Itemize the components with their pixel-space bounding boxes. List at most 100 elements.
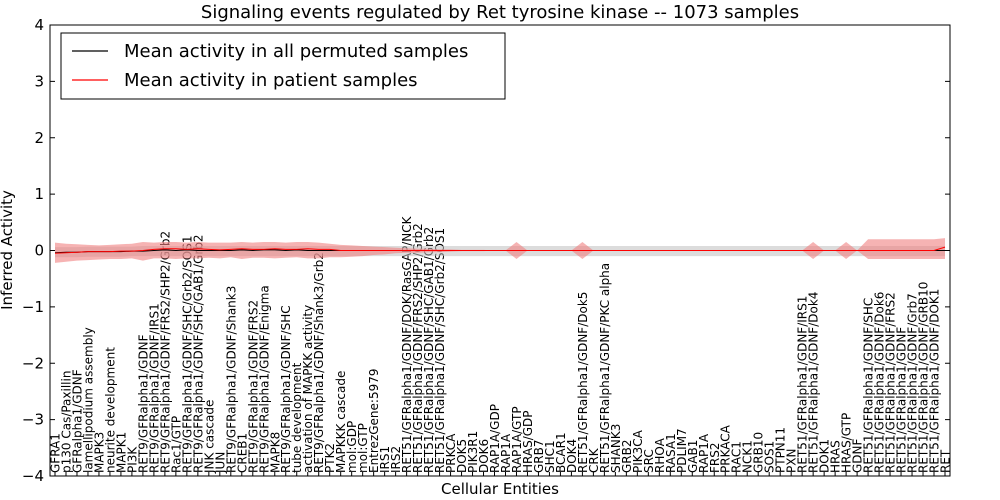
y-tick-label: 4 xyxy=(34,16,44,34)
x-tick-label: PIK3CA xyxy=(631,429,645,473)
x-tick-label: DOK5 xyxy=(455,439,469,473)
legend-label-patient: Mean activity in patient samples xyxy=(124,70,418,91)
x-tick-label: DOK1 xyxy=(818,439,832,473)
x-tick-label: BCAR1 xyxy=(554,432,568,473)
x-tick-label: PIK3R1 xyxy=(466,431,480,473)
x-tick-label: mol:GTP xyxy=(356,423,370,473)
x-tick-label: PRKCA xyxy=(444,433,458,473)
x-tick-label: PTK2 xyxy=(323,443,337,473)
x-tick-label: RET9/GFRalpha1/GDNF/SHC xyxy=(279,305,293,473)
x-tick-label: RET51/GFRalpha1/GDNF/SHC/Grb2/SOS1 xyxy=(433,228,447,473)
x-tick-label: RET9/GFRalpha1/GDNF/Enigma xyxy=(257,285,271,473)
x-tick-label: RET51/GFRalpha1/GDNF/PKC alpha xyxy=(598,263,612,473)
y-tick-label: 3 xyxy=(34,72,44,90)
x-tick-label: RET51/GFRalpha1/GDNF/DOK1 xyxy=(928,289,942,473)
y-tick-label: −3 xyxy=(22,411,44,429)
x-tick-label: RET51/GFRalpha1/GDNF/FRS2 xyxy=(884,292,898,473)
y-axis-label: Inferred Activity xyxy=(0,190,16,310)
x-tick-label: PDLIM7 xyxy=(675,428,689,473)
x-tick-label: SHANK3 xyxy=(609,424,623,473)
x-tick-label: SRC xyxy=(642,449,656,473)
x-tick-label: EntrezGene:5979 xyxy=(367,369,381,474)
x-tick-label: RAP1A xyxy=(697,433,711,473)
x-tick-label: NCK1 xyxy=(741,440,755,473)
y-tick-label: 2 xyxy=(34,129,44,147)
x-tick-label: RET9/GFRalpha1/GDNF/FRS2 xyxy=(246,300,260,473)
series-layer xyxy=(54,238,946,263)
legend: Mean activity in all permuted samples Me… xyxy=(60,32,506,100)
legend-label-permuted: Mean activity in all permuted samples xyxy=(124,41,468,62)
x-tick-label: GDNF xyxy=(851,438,865,473)
x-tick-label: GFRA1 xyxy=(49,433,63,473)
x-tick-label: MAPK8 xyxy=(268,432,282,473)
x-tick-label: RASA1 xyxy=(664,433,678,473)
y-tick-label: −4 xyxy=(22,467,44,485)
x-tick-label: RET9/GFRalpha1/GDNF/SHC/GAB1/Grb2 xyxy=(191,234,205,473)
x-tick-label: RET51/GFRalpha1/GDNF xyxy=(895,327,909,473)
x-tick-label: GRB10 xyxy=(752,432,766,473)
x-tick-label: RET51/GFRalpha1/GDNF/IRS1 xyxy=(796,296,810,473)
x-tick-label: RET51/GFRalpha1/GDNF/Dok4 xyxy=(807,292,821,473)
x-tick-label: PI3K xyxy=(125,446,139,473)
x-tick-label: MAPKKK cascade xyxy=(334,371,348,473)
x-tick-label: SHC1 xyxy=(543,440,557,473)
y-tick-label: 0 xyxy=(34,242,44,260)
x-tick-label: RAP1A xyxy=(499,433,513,473)
chart-title: Signaling events regulated by Ret tyrosi… xyxy=(201,2,799,23)
x-tick-label: CRK xyxy=(587,447,601,473)
x-tick-label: p130 Cas/Paxillin xyxy=(59,371,73,473)
x-tick-label: JNK cascade xyxy=(202,400,216,474)
x-tick-label: GAB1 xyxy=(686,440,700,473)
x-tick-label: RET51/GFRalpha1/GDNF/Grb7 xyxy=(906,293,920,473)
x-tick-label: RET51/GFRalpha1/GDNF/Dok5 xyxy=(576,292,590,473)
x-tick-label: IRS1 xyxy=(378,446,392,473)
x-tick-label: DOK6 xyxy=(477,439,491,473)
y-tick-label: 1 xyxy=(34,185,44,203)
y-tick-label: −1 xyxy=(22,298,44,316)
x-tick-label: JUN xyxy=(213,452,227,474)
x-tick-label: HRAS/GTP xyxy=(840,413,854,473)
legend-box xyxy=(60,32,506,100)
x-tick-label: RAP1A/GDP xyxy=(488,404,502,473)
x-tick-label: CREB1 xyxy=(235,433,249,473)
x-tick-label: RET51/GFRalpha1/GDNF/SHC/GAB1/Grb2 xyxy=(422,227,436,473)
x-tick-label: HRAS xyxy=(829,440,843,473)
x-tick-label: RET51/GFRalpha1/GDNF/SHC xyxy=(862,298,876,473)
x-tick-label: RET51/GFRalpha1/GDNF/Dok6 xyxy=(873,292,887,473)
x-tick-label: RET9/GFRalpha1/GDNF/IRS1 xyxy=(147,303,161,473)
x-tick-label: RET9/GFRalpha1/GDNF/FRS2/SHP2/Grb2 xyxy=(158,231,172,473)
x-tick-label: Rac1/GTP xyxy=(169,416,183,473)
band-patient xyxy=(55,238,945,263)
x-tick-label: FRS2 xyxy=(708,443,722,474)
x-tick-label: PRKACA xyxy=(719,424,733,473)
x-tick-label: SOS1 xyxy=(763,441,777,473)
x-tick-label: RHOA xyxy=(653,437,667,473)
x-axis-label: Cellular Entities xyxy=(441,480,559,498)
x-tick-label: GRB7 xyxy=(532,439,546,473)
x-tick-label: IRS2 xyxy=(389,446,403,473)
x-tick-label: RAP1A/GTP xyxy=(510,406,524,473)
x-tick-label: HRAS/GDP xyxy=(521,410,535,473)
x-tick-label: activation of MAPKK activity xyxy=(301,305,315,473)
x-tick-label: PXN xyxy=(785,449,799,473)
x-tick-label: mol:GDP xyxy=(345,421,359,473)
x-tick-label: GFRalpha1/GDNF xyxy=(70,369,84,473)
x-tick-label: RET51/GFRalpha1/GDNF/FRS2/SHP2/Grb2 xyxy=(411,223,425,473)
x-tick-label: MAPK3 xyxy=(92,432,106,473)
x-tick-label: MAPK1 xyxy=(114,432,128,473)
y-axis: −4 −3 −2 −1 0 1 2 3 4 xyxy=(22,16,950,485)
x-tick-label: RET9/GFRalpha1/GDNF xyxy=(136,334,150,473)
x-tick-label: neurite development xyxy=(103,347,117,473)
x-tick-label: tube development xyxy=(290,362,304,473)
x-tick-label: GRB2 xyxy=(620,439,634,473)
x-tick-label: DOK4 xyxy=(565,439,579,473)
x-tick-label: RET51/GFRalpha1/GDNF/DOK/RasGAP/NCK xyxy=(400,215,414,473)
y-tick-label: −2 xyxy=(22,354,44,372)
x-tick-label: PTPN11 xyxy=(774,427,788,473)
x-tick-label: RET xyxy=(939,449,953,473)
x-tick-label: RET9/GFRalpha1/GDNF/SHC/Grb2/SOS1 xyxy=(180,235,194,473)
x-tick-label: RET51/GFRalpha1/GDNF/GRB10 xyxy=(917,282,931,473)
plot-frame xyxy=(49,24,951,477)
